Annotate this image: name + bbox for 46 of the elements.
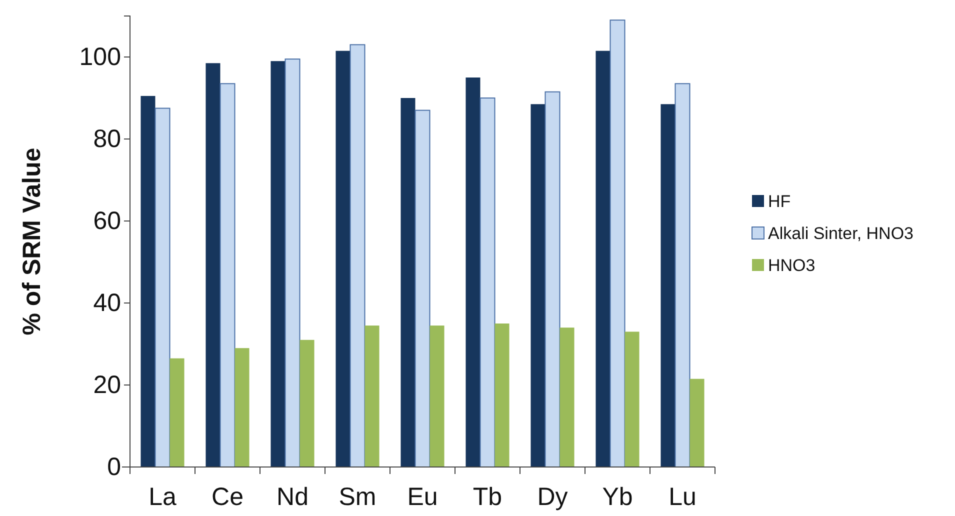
bar	[430, 326, 444, 467]
y-tick-label: 100	[79, 43, 121, 71]
x-tick-label: Tb	[472, 483, 502, 511]
bar	[610, 20, 626, 468]
bar	[284, 58, 300, 468]
bar	[336, 50, 350, 467]
bar	[466, 78, 480, 467]
bar	[624, 332, 640, 467]
y-tick-label: 20	[93, 371, 121, 399]
bar	[660, 104, 676, 467]
bar	[270, 61, 286, 467]
bar	[530, 104, 546, 467]
bar	[674, 83, 690, 468]
y-tick-label: 60	[93, 207, 121, 235]
legend-label: Alkali Sinter, HNO3	[768, 224, 914, 243]
bar	[480, 98, 496, 468]
x-tick-label: Lu	[668, 483, 696, 511]
bar	[544, 91, 560, 468]
legend-label: HNO3	[768, 256, 816, 275]
legend-label: HF	[768, 192, 791, 211]
bar	[364, 326, 380, 467]
bar	[690, 378, 704, 467]
bar	[400, 98, 416, 467]
bar	[234, 348, 250, 467]
x-tick-label: Nd	[276, 483, 308, 511]
y-axis-title: % of SRM Value	[18, 148, 46, 336]
y-tick-label: 80	[93, 125, 121, 153]
x-tick-label: Ce	[212, 483, 244, 511]
y-tick-label: 0	[107, 453, 121, 481]
bar	[140, 96, 156, 467]
bar	[560, 328, 574, 467]
bar	[206, 63, 220, 467]
x-tick-label: Eu	[407, 483, 438, 511]
x-tick-label: Dy	[537, 483, 568, 511]
bar	[220, 83, 236, 468]
x-tick-label: Yb	[602, 483, 633, 511]
x-tick-label: La	[148, 483, 176, 511]
y-tick-label: 40	[93, 289, 121, 317]
bar	[154, 108, 170, 468]
bar	[596, 50, 610, 467]
bar	[170, 358, 184, 467]
x-tick-label: Sm	[338, 483, 376, 511]
bar	[300, 340, 314, 467]
bar	[350, 44, 366, 468]
bar	[414, 110, 430, 468]
bar	[494, 324, 510, 467]
